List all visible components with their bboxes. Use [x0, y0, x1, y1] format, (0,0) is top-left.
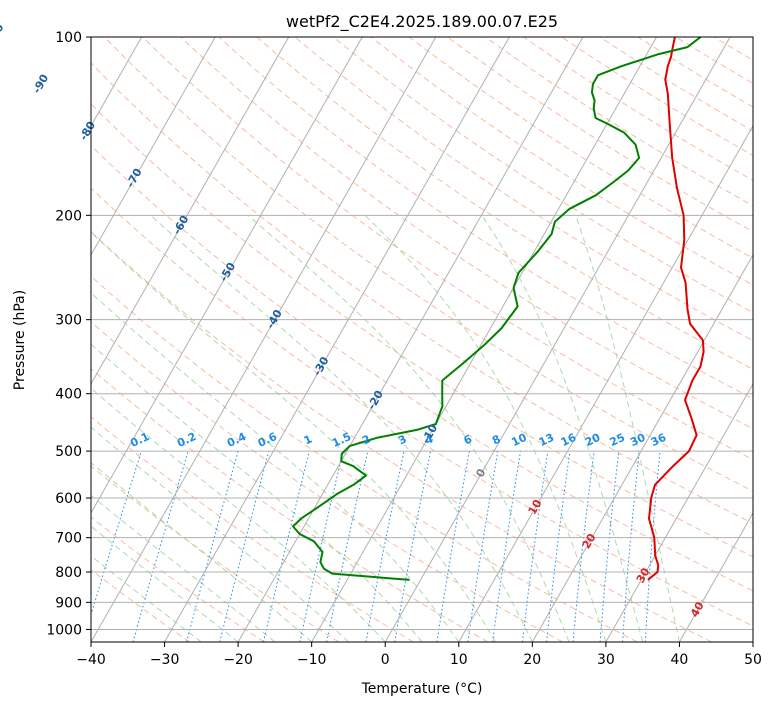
x-tick-label: 50 — [744, 652, 762, 668]
x-tick-label: 20 — [523, 652, 541, 668]
y-tick-label: 300 — [55, 313, 82, 329]
chart-title: wetPf2_C2E4.2025.189.00.07.E25 — [286, 12, 558, 32]
y-tick-label: 100 — [55, 30, 82, 46]
x-tick-label: 40 — [670, 652, 688, 668]
x-tick-label: −20 — [223, 652, 253, 668]
x-tick-label: 0 — [381, 652, 390, 668]
y-tick-label: 600 — [55, 491, 82, 507]
x-tick-label: −30 — [150, 652, 180, 668]
y-axis-label: Pressure (hPa) — [12, 290, 28, 390]
x-axis-label: Temperature (°C) — [361, 681, 483, 697]
y-tick-label: 700 — [55, 531, 82, 547]
y-tick-label: 500 — [55, 444, 82, 460]
x-tick-label: 10 — [450, 652, 468, 668]
y-tick-label: 1000 — [46, 622, 82, 638]
x-tick-label: 30 — [597, 652, 615, 668]
y-tick-label: 900 — [55, 595, 82, 611]
y-tick-label: 400 — [55, 387, 82, 403]
y-tick-label: 800 — [55, 565, 82, 581]
y-tick-label: 200 — [55, 208, 82, 224]
x-tick-label: −40 — [76, 652, 106, 668]
x-tick-label: −10 — [297, 652, 327, 668]
